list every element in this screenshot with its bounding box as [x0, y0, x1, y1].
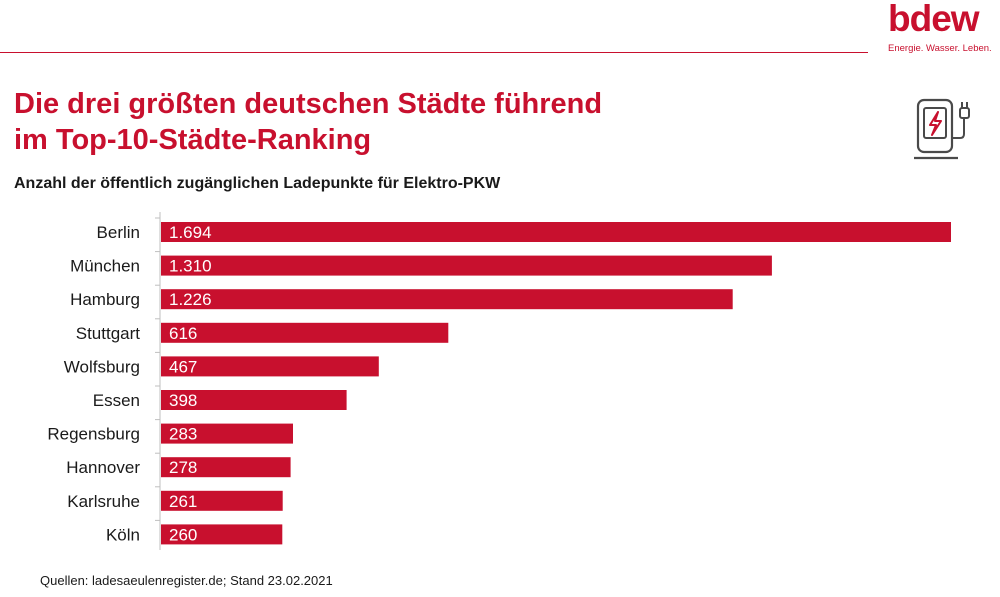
bar-3 [161, 322, 449, 343]
title-line-1: Die drei größten deutschen Städte führen… [14, 88, 603, 120]
header-rule [0, 52, 868, 53]
category-label: Wolfsburg [64, 357, 140, 376]
source-note: Quellen: ladesaeulenregister.de; Stand 2… [40, 573, 333, 588]
category-label: Regensburg [47, 425, 140, 444]
category-label: Essen [93, 391, 140, 410]
bar-1 [161, 255, 772, 276]
value-label: 260 [169, 525, 197, 544]
bar-6 [161, 423, 293, 444]
bar-9 [161, 524, 283, 545]
bar-4 [161, 356, 379, 377]
value-label: 278 [169, 458, 197, 477]
bar-8 [161, 490, 283, 511]
title-line-2: im Top-10-Städte-Ranking [14, 124, 372, 156]
bar-chart: Berlin 1.694 München 1.310 Hamburg 1.226 Stutt… [47, 212, 951, 550]
value-label: 261 [169, 492, 197, 511]
page-title: Die drei größten deutschen Städte führen… [14, 86, 602, 158]
category-label: Hamburg [70, 290, 140, 309]
bar-0 [161, 222, 951, 242]
value-label: 1.226 [169, 290, 212, 309]
value-label: 283 [169, 425, 197, 444]
value-label: 1.694 [169, 223, 212, 242]
logo-claim: Energie. Wasser. Leben. [888, 43, 992, 54]
bar-2 [161, 289, 733, 310]
category-label: München [70, 257, 140, 276]
bar-7 [161, 457, 291, 478]
chart-subtitle: Anzahl der öffentlich zugänglichen Ladep… [14, 175, 501, 192]
bdew-logo: bdew Energie. Wasser. Leben. [886, 0, 996, 58]
category-label: Berlin [97, 223, 140, 242]
logo-wordmark: bdew [888, 0, 980, 39]
category-label: Stuttgart [76, 324, 141, 343]
value-label: 398 [169, 391, 197, 410]
category-label: Hannover [66, 458, 140, 477]
value-label: 616 [169, 324, 197, 343]
value-label: 1.310 [169, 257, 212, 276]
category-label: Karlsruhe [67, 492, 140, 511]
category-label: Köln [106, 525, 140, 544]
ev-charging-station-icon [914, 98, 970, 160]
value-label: 467 [169, 357, 197, 376]
bar-5 [161, 390, 347, 410]
